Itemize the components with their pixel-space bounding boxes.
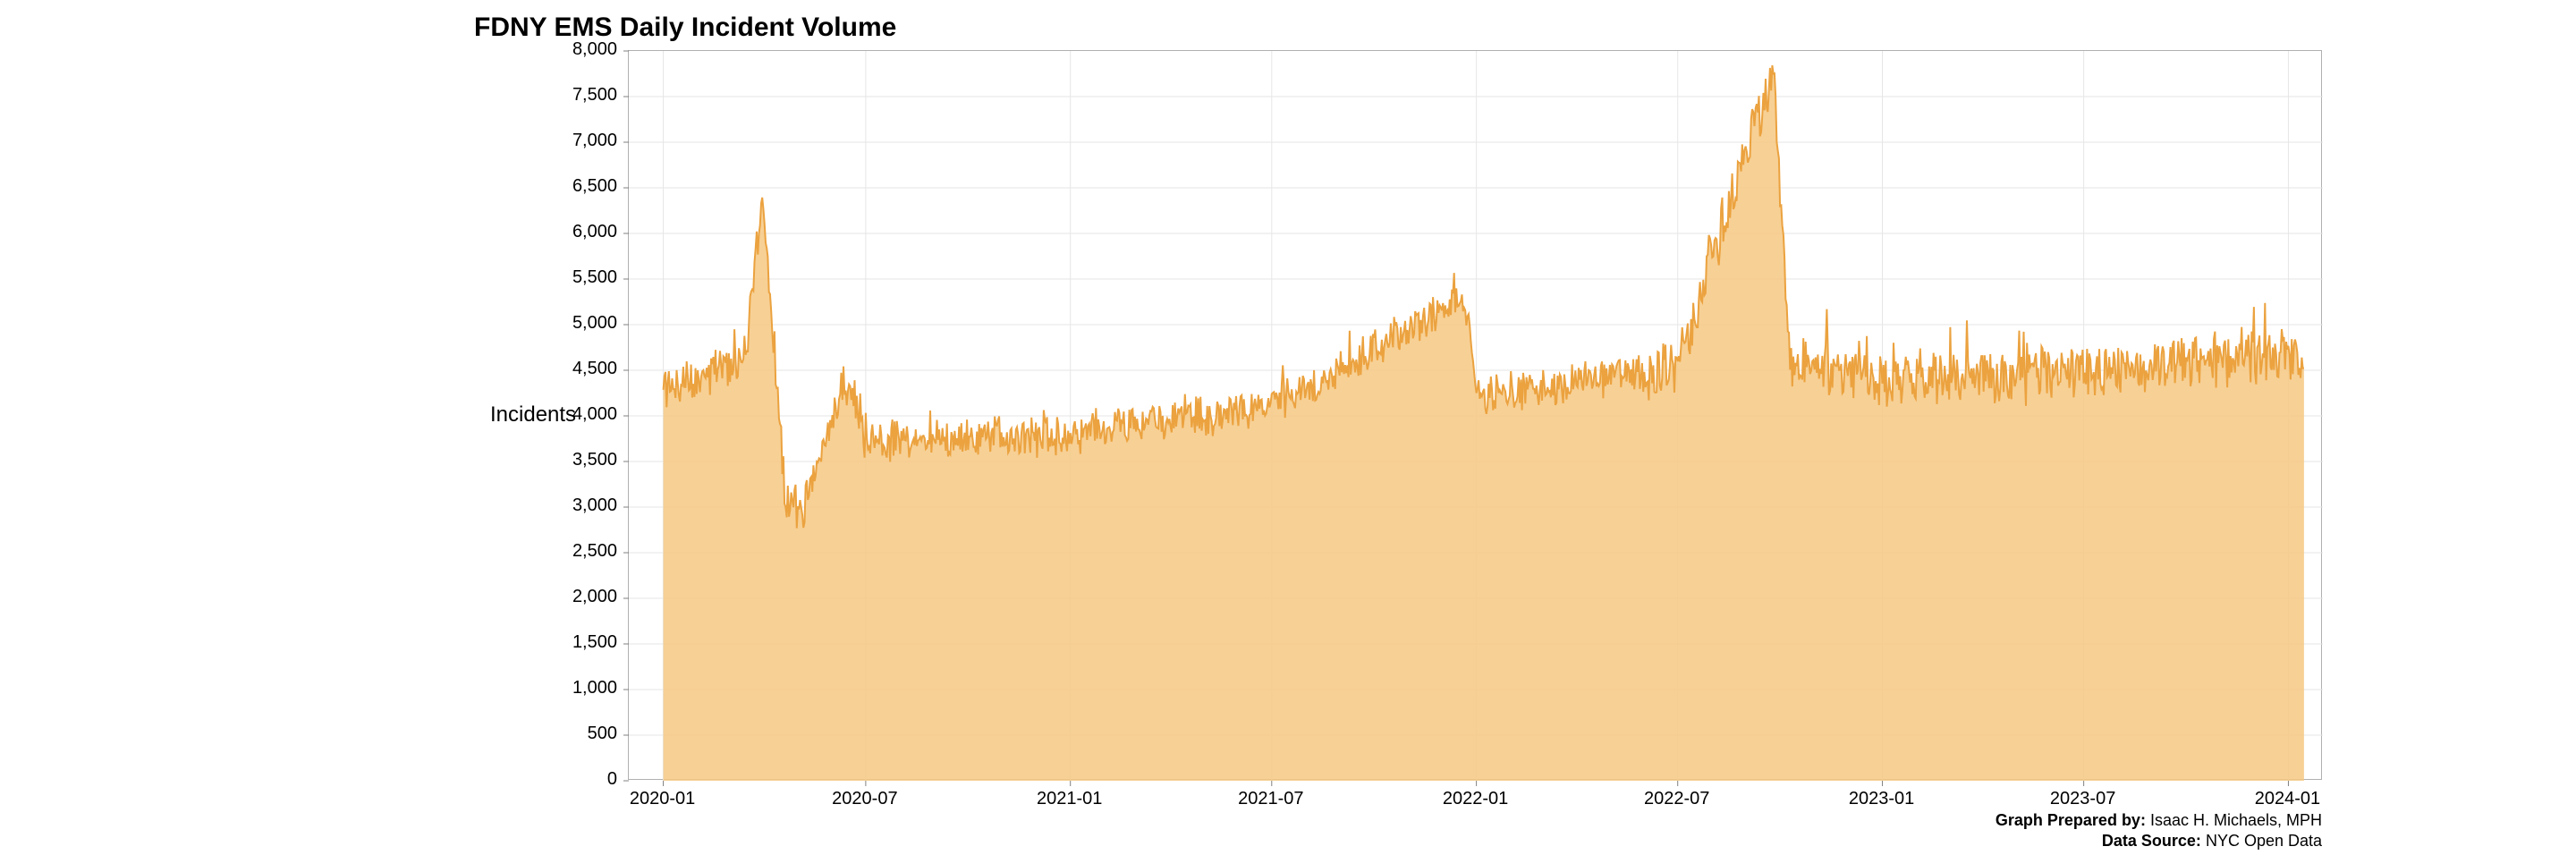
y-tick-label: 7,500 [555, 85, 617, 106]
footer-data-source-value: NYC Open Data [2201, 832, 2322, 850]
y-tick-label: 4,000 [555, 404, 617, 425]
y-tick-label: 3,000 [555, 495, 617, 516]
y-tick-label: 500 [555, 724, 617, 744]
x-tick-label: 2021-07 [1238, 789, 1303, 809]
y-tick-label: 6,000 [555, 222, 617, 242]
x-tick-label: 2022-07 [1644, 789, 1709, 809]
y-tick-label: 5,000 [555, 313, 617, 334]
y-tick-label: 7,000 [555, 131, 617, 151]
x-tick-label: 2020-01 [630, 789, 695, 809]
x-tick-label: 2023-01 [1849, 789, 1914, 809]
y-tick-label: 0 [555, 769, 617, 790]
x-tick-label: 2021-01 [1037, 789, 1102, 809]
y-tick-label: 4,500 [555, 359, 617, 379]
x-tick-label: 2022-01 [1443, 789, 1508, 809]
y-tick-label: 1,000 [555, 678, 617, 698]
y-tick-label: 3,500 [555, 450, 617, 470]
y-tick-label: 2,500 [555, 541, 617, 562]
y-tick-label: 8,000 [555, 39, 617, 60]
y-tick-label: 1,500 [555, 632, 617, 653]
x-tick-label: 2020-07 [832, 789, 897, 809]
footer-prepared-by-label: Graph Prepared by: [1996, 811, 2146, 829]
x-tick-label: 2023-07 [2050, 789, 2115, 809]
footer-line-2: Data Source: NYC Open Data [1996, 831, 2322, 851]
chart-title: FDNY EMS Daily Incident Volume [474, 13, 896, 43]
y-tick-label: 2,000 [555, 587, 617, 607]
x-tick-label: 2024-01 [2255, 789, 2320, 809]
y-tick-label: 5,500 [555, 267, 617, 288]
y-tick-label: 6,500 [555, 176, 617, 197]
footer-prepared-by-value: Isaac H. Michaels, MPH [2146, 811, 2322, 829]
chart-footer: Graph Prepared by: Isaac H. Michaels, MP… [1996, 810, 2322, 851]
footer-line-1: Graph Prepared by: Isaac H. Michaels, MP… [1996, 810, 2322, 831]
plot-area [628, 50, 2322, 780]
chart-container: FDNY EMS Daily Incident Volume Incidents… [0, 0, 2576, 855]
footer-data-source-label: Data Source: [2102, 832, 2201, 850]
area-chart-svg [629, 51, 2323, 781]
